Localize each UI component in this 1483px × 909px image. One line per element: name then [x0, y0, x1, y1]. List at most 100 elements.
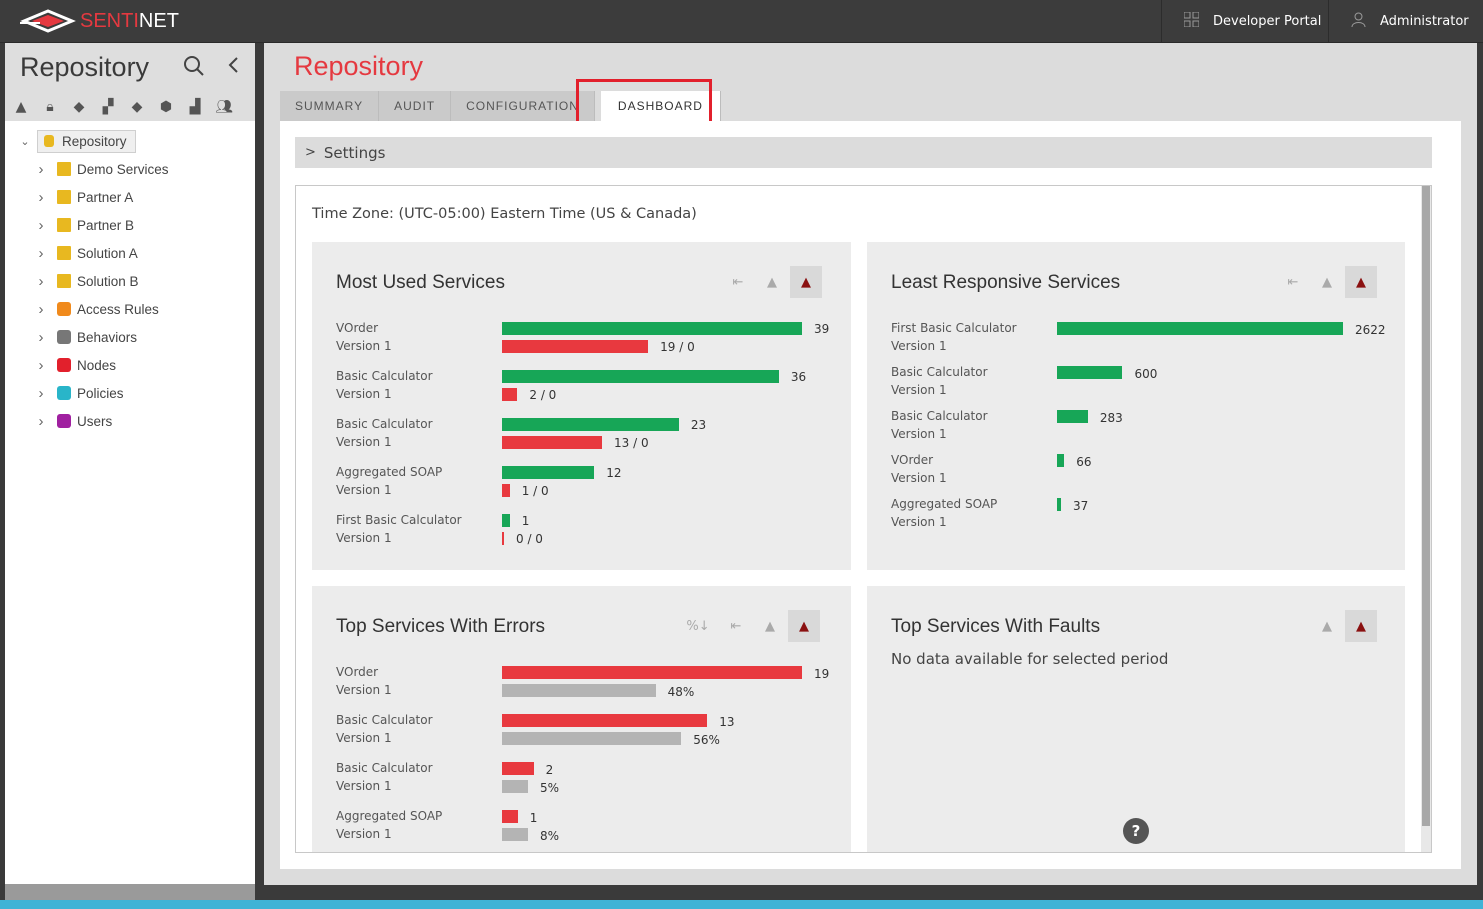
chevron-right-icon[interactable]: ›	[38, 216, 44, 234]
chart-view-icon[interactable]: ▲	[1345, 266, 1377, 298]
export-icon[interactable]: ⇤	[732, 274, 744, 290]
error-calls-bar[interactable]	[502, 532, 504, 545]
tree-item[interactable]: › Users	[5, 407, 255, 435]
chevron-right-icon[interactable]: ›	[38, 412, 44, 430]
service-name[interactable]: Aggregated SOAP	[336, 809, 443, 823]
chevron-right-icon[interactable]: ›	[38, 328, 44, 346]
tab-audit[interactable]: AUDIT	[379, 91, 452, 121]
response-time-bar[interactable]	[1057, 322, 1343, 335]
error-calls-bar[interactable]	[502, 436, 602, 449]
panel-toolbar: ⇤ ▲ ▲	[1277, 266, 1377, 298]
developer-portal-link[interactable]: Developer Portal	[1161, 0, 1328, 42]
add-routing-icon[interactable]: ◆	[73, 99, 85, 115]
collapse-sidebar-icon[interactable]	[227, 55, 243, 79]
chart-view-icon[interactable]: ▲	[788, 610, 820, 642]
error-count-bar[interactable]	[502, 714, 708, 727]
export-icon[interactable]: ⇤	[1287, 274, 1299, 290]
error-count-bar[interactable]	[502, 762, 534, 775]
error-calls-bar[interactable]	[502, 340, 649, 353]
total-calls-bar[interactable]	[502, 322, 802, 335]
chevron-right-icon[interactable]: ›	[38, 384, 44, 402]
tree-item[interactable]: › Policies	[5, 379, 255, 407]
error-calls-bar[interactable]	[502, 388, 518, 401]
error-percent-bar[interactable]	[502, 732, 682, 745]
response-time-bar[interactable]	[1057, 410, 1088, 423]
service-name[interactable]: Basic Calculator	[891, 365, 988, 379]
service-name[interactable]: First Basic Calculator	[336, 513, 462, 527]
json-icon[interactable]: ▲	[765, 618, 775, 634]
tree-item[interactable]: › Nodes	[5, 351, 255, 379]
sidebar: Repository ▲ 🔒︎ ◆ ▞ ◆ ⬢ ▟ 👥︎ ⌄ Repositor…	[5, 43, 255, 900]
repository-tree: ⌄ Repository › Demo Services › Partner A › Pa…	[5, 127, 255, 435]
error-count-bar[interactable]	[502, 810, 518, 823]
total-calls-bar[interactable]	[502, 370, 779, 383]
tree-item[interactable]: › Partner B	[5, 211, 255, 239]
chart-view-icon[interactable]: ▲	[1345, 610, 1377, 642]
response-time-bar[interactable]	[1057, 454, 1065, 467]
add-node-icon[interactable]: ◆	[131, 99, 143, 115]
sidebar-scrollbar[interactable]	[5, 884, 255, 900]
total-calls-bar[interactable]	[502, 418, 679, 431]
add-user-icon[interactable]: 👥︎	[215, 99, 233, 115]
service-name[interactable]: VOrder	[336, 321, 379, 335]
settings-expander[interactable]: > Settings	[295, 137, 1432, 168]
error-calls-bar[interactable]	[502, 484, 510, 497]
response-time-bar[interactable]	[1057, 366, 1123, 379]
chevron-down-icon[interactable]: ⌄	[20, 135, 30, 148]
add-behavior-icon[interactable]: ⬢	[159, 99, 173, 115]
add-service-icon[interactable]: ▟	[189, 99, 201, 115]
error-count-bar[interactable]	[502, 666, 802, 679]
service-name[interactable]: Basic Calculator	[336, 369, 433, 383]
json-icon[interactable]: ▲	[767, 274, 777, 290]
scrollbar-thumb[interactable]	[1422, 186, 1430, 826]
export-icon[interactable]: ⇤	[730, 618, 742, 634]
search-icon[interactable]	[183, 55, 207, 79]
add-access-rule-icon[interactable]: 🔒︎	[46, 99, 54, 115]
tree-item[interactable]: › Demo Services	[5, 155, 255, 183]
tab-configuration[interactable]: CONFIGURATION	[451, 91, 595, 121]
service-name[interactable]: VOrder	[336, 665, 379, 679]
add-folder-icon[interactable]: ▞	[102, 99, 114, 115]
tree-item[interactable]: › Partner A	[5, 183, 255, 211]
service-name[interactable]: Basic Calculator	[891, 409, 988, 423]
error-percent-bar[interactable]	[502, 684, 656, 697]
json-icon[interactable]: ▲	[1322, 274, 1332, 290]
chevron-right-icon[interactable]: ›	[38, 356, 44, 374]
panel-toolbar: ⇤ ▲ ▲	[722, 266, 822, 298]
service-name[interactable]: First Basic Calculator	[891, 321, 1017, 335]
tab-dashboard[interactable]: DASHBOARD	[600, 91, 721, 121]
json-icon[interactable]: ▲	[1322, 618, 1332, 634]
dashboard-scrollbar[interactable]	[1421, 186, 1431, 852]
service-row: Basic Calculator Version 1 2 5%	[336, 761, 836, 809]
service-name[interactable]: Basic Calculator	[336, 417, 433, 431]
response-time-bar[interactable]	[1057, 498, 1062, 511]
chevron-right-icon[interactable]: ›	[38, 300, 44, 318]
service-name[interactable]: Basic Calculator	[336, 713, 433, 727]
service-name[interactable]: Aggregated SOAP	[336, 465, 443, 479]
tree-item[interactable]: › Behaviors	[5, 323, 255, 351]
chart-view-icon[interactable]: ▲	[790, 266, 822, 298]
tree-root-label[interactable]: Repository	[37, 129, 136, 153]
service-name[interactable]: VOrder	[891, 453, 934, 467]
help-button[interactable]: ?	[1123, 818, 1149, 844]
chevron-right-icon[interactable]: ›	[38, 160, 44, 178]
add-policy-icon[interactable]: ▲	[15, 99, 27, 115]
service-name[interactable]: Aggregated SOAP	[891, 497, 998, 511]
service-name[interactable]: Basic Calculator	[336, 761, 433, 775]
tree-item[interactable]: › Solution B	[5, 267, 255, 295]
chevron-right-icon[interactable]: ›	[38, 188, 44, 206]
sentinet-logo[interactable]: SENTINET	[20, 6, 179, 36]
tree-item[interactable]: › Access Rules	[5, 295, 255, 323]
chevron-right-icon[interactable]: ›	[38, 272, 44, 290]
service-row: VOrder Version 1 66	[891, 453, 1391, 501]
error-percent-bar[interactable]	[502, 828, 528, 841]
percent-sort-button[interactable]: %↓	[686, 618, 710, 634]
total-calls-bar[interactable]	[502, 514, 510, 527]
total-calls-bar[interactable]	[502, 466, 595, 479]
tree-item[interactable]: › Solution A	[5, 239, 255, 267]
user-menu[interactable]: Administrator	[1328, 0, 1483, 42]
tree-root[interactable]: ⌄ Repository	[5, 127, 255, 155]
error-percent-bar[interactable]	[502, 780, 528, 793]
tab-summary[interactable]: SUMMARY	[280, 91, 380, 121]
chevron-right-icon[interactable]: ›	[38, 244, 44, 262]
